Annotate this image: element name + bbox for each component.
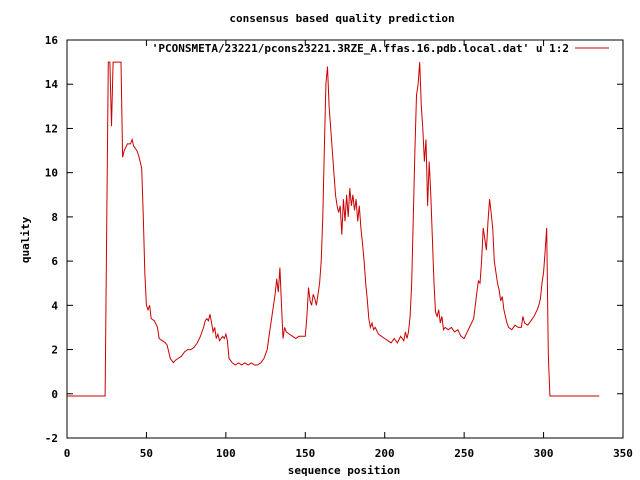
x-tick-label: 50 <box>140 447 153 460</box>
x-tick-label: 0 <box>64 447 71 460</box>
legend: 'PCONSMETA/23221/pcons23221.3RZE_A.ffas.… <box>152 42 609 55</box>
x-axis-label: sequence position <box>288 464 401 477</box>
x-tick-label: 150 <box>295 447 315 460</box>
series-layer <box>67 61 600 397</box>
y-tick-label: 0 <box>51 388 58 401</box>
x-tick-label: 200 <box>375 447 395 460</box>
x-tick-label: 250 <box>454 447 474 460</box>
plot-frame <box>66 39 624 439</box>
x-tick-label: 350 <box>613 447 633 460</box>
y-axis-label: quality <box>19 216 32 263</box>
y-tick-label: 16 <box>45 34 59 47</box>
series-line <box>67 61 600 397</box>
y-tick-label: 4 <box>51 299 58 312</box>
chart-title: consensus based quality prediction <box>229 12 454 25</box>
x-tick-label: 100 <box>216 447 236 460</box>
y-tick-label: 8 <box>51 211 58 224</box>
legend-label: 'PCONSMETA/23221/pcons23221.3RZE_A.ffas.… <box>152 42 569 55</box>
y-tick-label: 12 <box>45 122 58 135</box>
x-tick-label: 300 <box>534 447 554 460</box>
y-tick-label: 10 <box>45 167 58 180</box>
y-tick-label: -2 <box>45 432 58 445</box>
y-tick-label: 6 <box>51 255 58 268</box>
y-tick-label: 14 <box>45 78 59 91</box>
y-tick-label: 2 <box>51 344 58 357</box>
axis-ticks: 0 50 100 150 200 250 300 350 -2 0 2 4 6 8 10 12 14 16 <box>45 34 633 460</box>
